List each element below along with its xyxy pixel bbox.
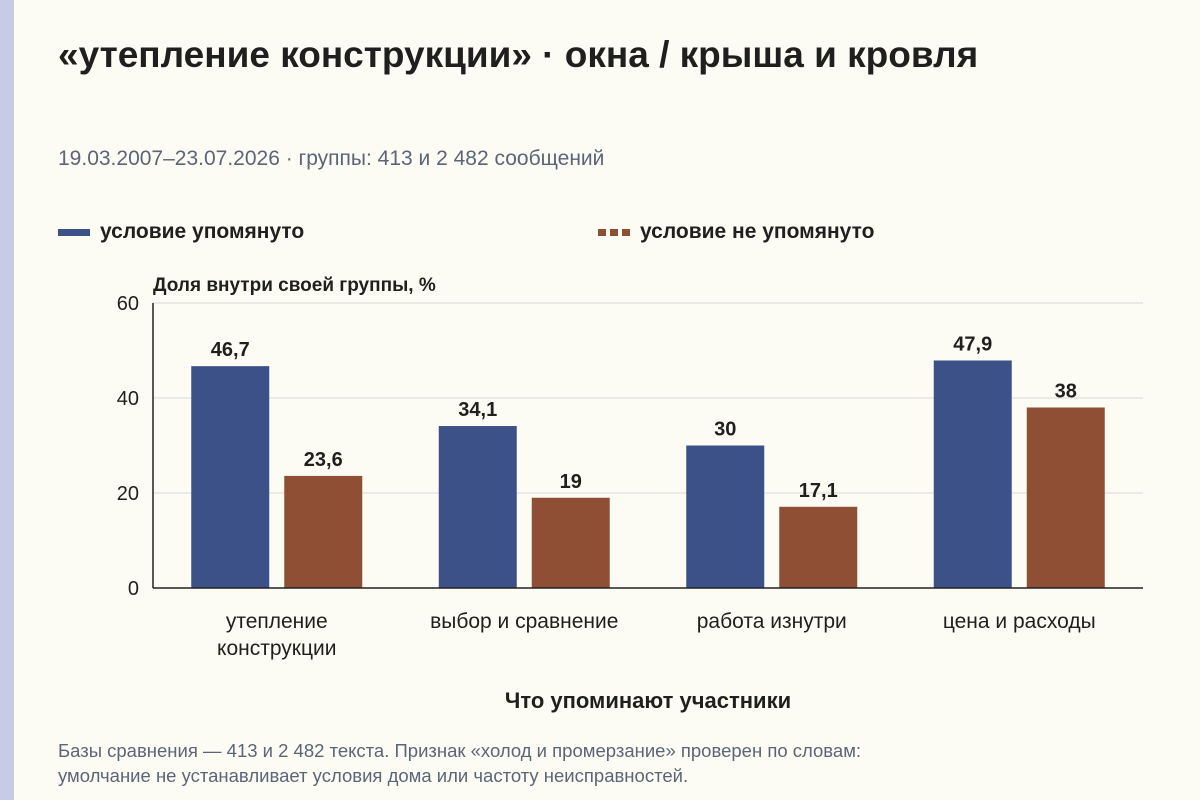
bar-not-mentioned bbox=[779, 506, 858, 588]
category-labels: утепление конструкции выбор и сравнение раб… bbox=[217, 610, 1096, 660]
data-label: 17,1 bbox=[799, 480, 838, 502]
y-tick-label: 0 bbox=[128, 578, 139, 600]
accent-bar bbox=[0, 0, 14, 800]
category-label: работа изнутри bbox=[697, 610, 847, 633]
data-label: 34,1 bbox=[458, 399, 497, 421]
data-labels: 46,7 23,6 34,1 19 30 17,1 47,9 38 bbox=[211, 333, 1077, 501]
y-tick-labels: 0 20 40 60 bbox=[117, 293, 139, 600]
footnote-line-2: умолчание не устанавливает условия дома … bbox=[58, 765, 689, 786]
bar-mentioned bbox=[686, 445, 765, 588]
data-label: 46,7 bbox=[211, 339, 250, 361]
bar-not-mentioned bbox=[284, 475, 363, 588]
bar-mentioned bbox=[191, 366, 270, 588]
legend-label-mentioned: условие упомянуто bbox=[100, 220, 305, 243]
legend-swatch-mentioned bbox=[58, 228, 90, 236]
data-label: 38 bbox=[1055, 381, 1077, 403]
category-label: утепление bbox=[226, 610, 328, 633]
legend-swatch-not-mentioned bbox=[598, 228, 630, 236]
legend-item-mentioned: условие упомянуто bbox=[58, 220, 304, 244]
y-axis-label: Доля внутри своей группы, % bbox=[153, 275, 436, 296]
y-tick-label: 40 bbox=[117, 388, 139, 410]
bar-not-mentioned bbox=[531, 497, 610, 588]
bar-not-mentioned bbox=[1026, 407, 1105, 588]
chart-subtitle: 19.03.2007–23.07.2026 · группы: 413 и 2 … bbox=[58, 147, 605, 170]
data-label: 47,9 bbox=[953, 333, 992, 355]
bar-mentioned bbox=[438, 426, 517, 588]
data-label: 30 bbox=[714, 419, 736, 441]
x-axis-label: Что упоминают участники bbox=[505, 688, 791, 713]
bar-mentioned bbox=[933, 360, 1012, 588]
chart-title: «утепление конструкции» · окна / крыша и… bbox=[58, 34, 979, 75]
category-label: конструкции bbox=[217, 637, 336, 660]
bars bbox=[191, 360, 1105, 588]
axes bbox=[152, 303, 1143, 589]
y-tick-label: 60 bbox=[117, 293, 139, 315]
y-tick-label: 20 bbox=[117, 483, 139, 505]
footnote: Базы сравнения — 413 и 2 482 текста. При… bbox=[58, 738, 1158, 788]
legend-item-not-mentioned: условие не упомянуто bbox=[598, 220, 874, 244]
footnote-line-1: Базы сравнения — 413 и 2 482 текста. При… bbox=[58, 740, 862, 761]
legend-label-not-mentioned: условие не упомянуто bbox=[640, 220, 875, 243]
category-label: выбор и сравнение bbox=[430, 610, 618, 633]
data-label: 19 bbox=[560, 471, 582, 493]
category-label: цена и расходы bbox=[943, 610, 1096, 633]
data-label: 23,6 bbox=[304, 449, 343, 471]
